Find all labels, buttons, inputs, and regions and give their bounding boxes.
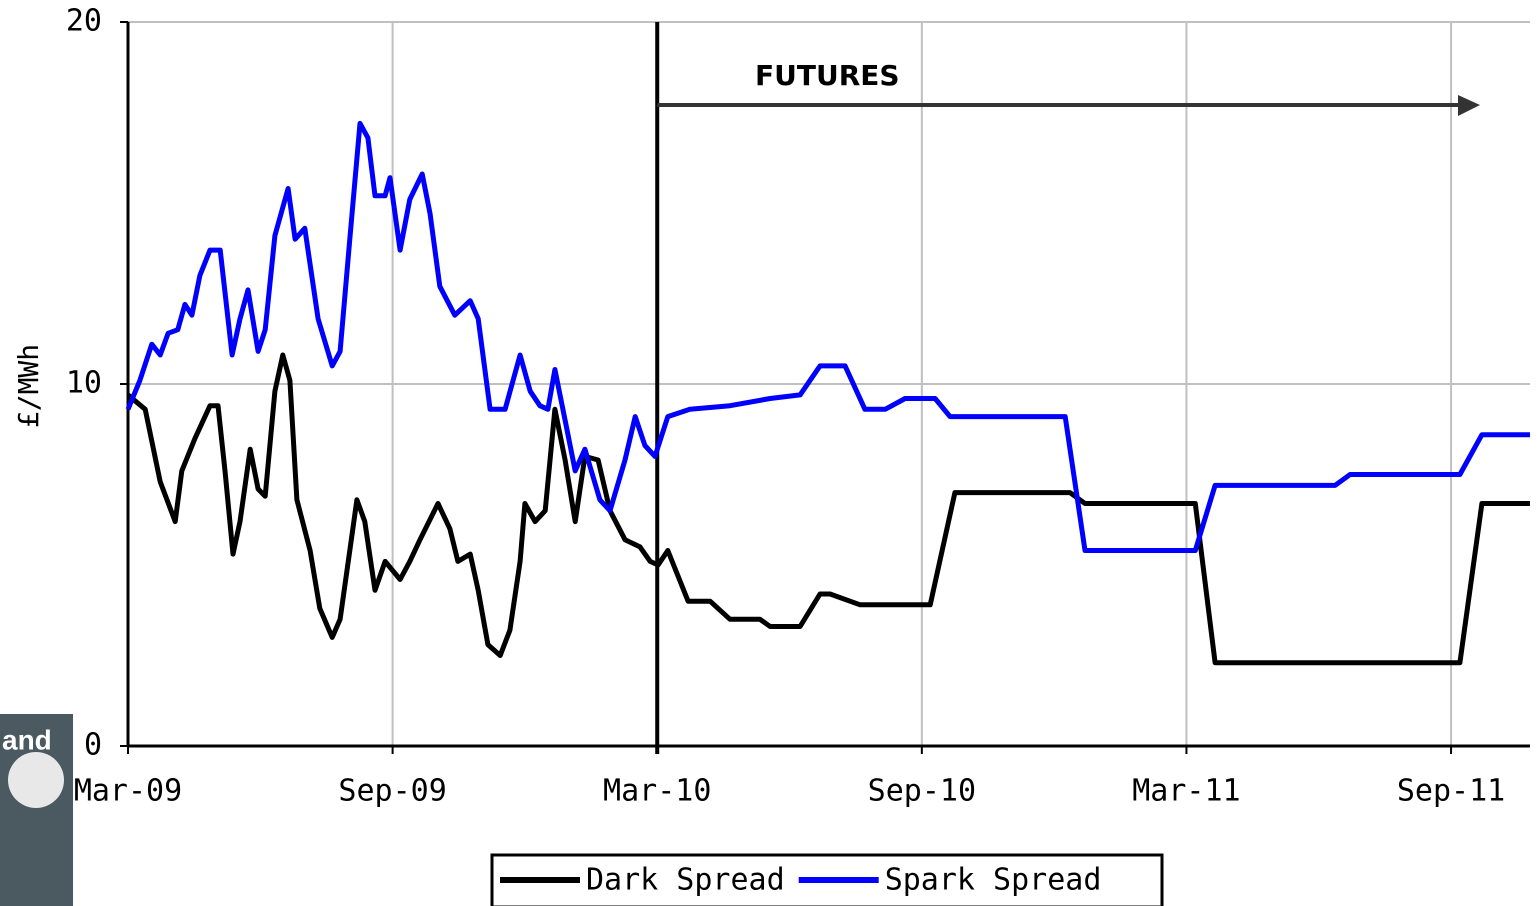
x-tick-label: Mar-11 xyxy=(1132,774,1240,809)
futures-arrow-head xyxy=(1458,95,1480,116)
line xyxy=(126,352,1530,666)
y-tick-label: 0 xyxy=(84,728,102,763)
y-tick-label: 10 xyxy=(66,366,102,401)
x-tick-label: Mar-10 xyxy=(603,774,711,809)
y-tick-label: 20 xyxy=(66,4,102,39)
legend-label: Dark Spread xyxy=(586,863,785,898)
overlay-photo xyxy=(0,714,73,906)
overlay-text: and xyxy=(2,724,52,755)
x-tick-label: Sep-11 xyxy=(1397,774,1505,809)
y-axis-label: £/MWh xyxy=(12,344,45,428)
x-tick-label: Mar-09 xyxy=(74,774,182,809)
x-tick-label: Sep-09 xyxy=(338,774,446,809)
annotation: FUTURES xyxy=(755,59,900,92)
x-tick-label: Sep-10 xyxy=(868,774,976,809)
line xyxy=(125,120,1530,553)
overlay-photo-detail xyxy=(8,752,64,808)
legend-label: Spark Spread xyxy=(885,863,1102,898)
